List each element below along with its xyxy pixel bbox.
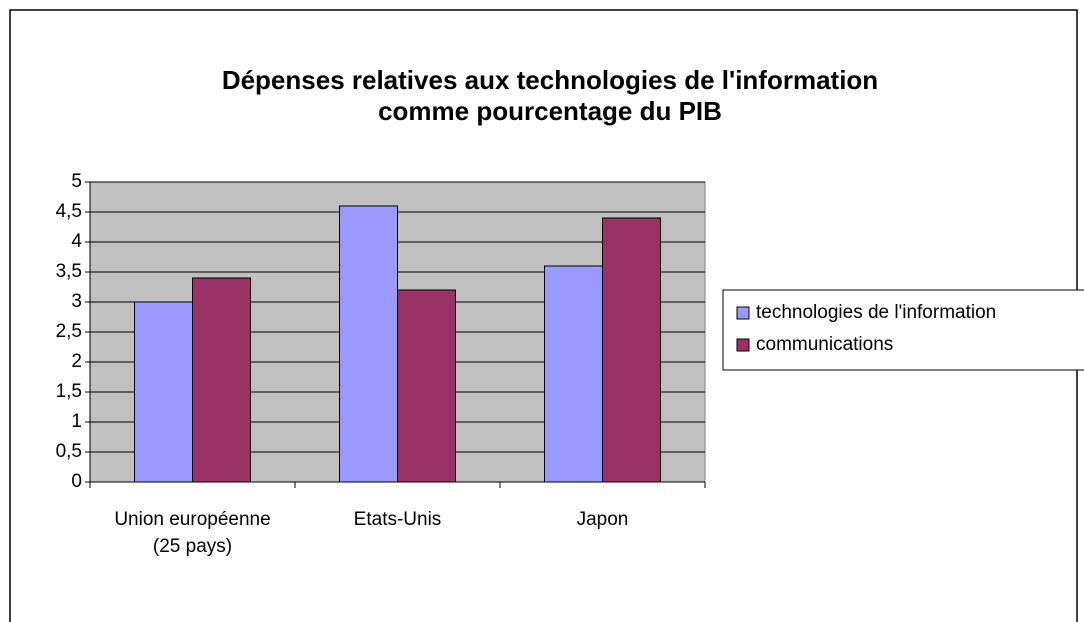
legend-swatch <box>736 306 750 320</box>
y-tick-label: 1,5 <box>56 381 82 402</box>
y-tick-label: 2 <box>71 351 82 372</box>
x-tick-label: Union européenne (25 pays) <box>114 509 271 557</box>
y-tick-label: 0,5 <box>56 441 82 462</box>
bar <box>602 217 661 483</box>
x-tick-label: Japon <box>576 509 629 530</box>
y-tick-label: 4,5 <box>56 201 82 222</box>
bar <box>192 277 251 483</box>
y-tick-label: 1 <box>71 411 82 432</box>
legend-label: technologies de l'information <box>756 302 996 323</box>
bar <box>397 289 456 483</box>
legend <box>722 289 1084 371</box>
y-tick-label: 3 <box>71 291 82 312</box>
y-tick-label: 3,5 <box>56 261 82 282</box>
y-tick-label: 5 <box>71 171 82 192</box>
legend-swatch <box>736 338 750 352</box>
bar <box>544 265 603 483</box>
x-tick-label: Etats-Unis <box>353 509 442 530</box>
chart-title: comme pourcentage du PIB <box>378 96 722 126</box>
y-tick-label: 2,5 <box>56 321 82 342</box>
y-tick-label: 4 <box>71 231 82 252</box>
y-tick-label: 0 <box>71 471 82 492</box>
legend-label: communications <box>756 334 893 355</box>
bar <box>339 205 398 483</box>
chart-title: Dépenses relatives aux technologies de l… <box>222 65 878 95</box>
bar <box>134 301 193 483</box>
